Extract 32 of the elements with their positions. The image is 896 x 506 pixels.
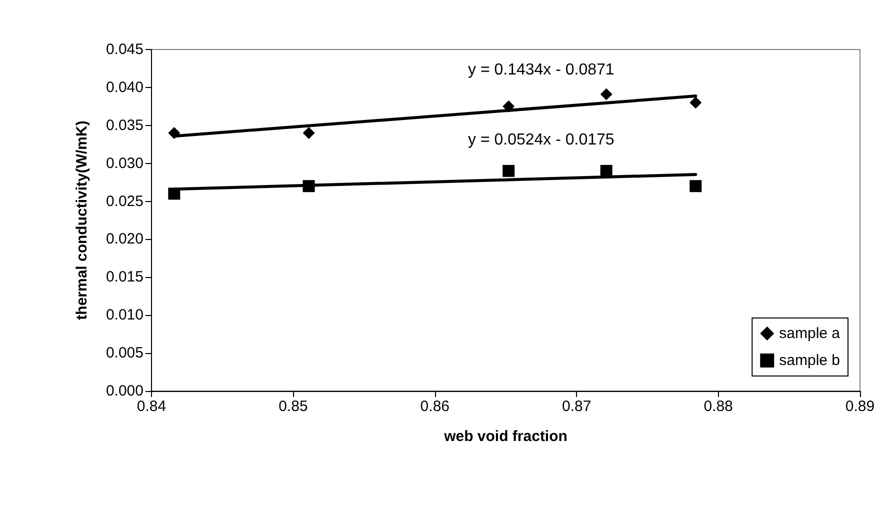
y-tick-label: 0.005 <box>106 344 144 362</box>
y-tick-label: 0.025 <box>106 192 144 210</box>
point <box>502 100 515 112</box>
y-tick-label: 0.035 <box>106 116 144 134</box>
x-tick-label: 0.87 <box>562 398 592 415</box>
point <box>600 88 612 100</box>
point <box>302 180 315 192</box>
point <box>600 164 612 177</box>
legend-label: sample a <box>779 325 841 342</box>
x-tick-label: 0.86 <box>420 398 450 415</box>
point <box>502 164 515 177</box>
y-tick-label: 0.020 <box>106 230 144 248</box>
y-tick-label: 0.045 <box>106 41 144 58</box>
annotation: y = 0.0524x - 0.0175 <box>468 132 614 148</box>
y-tick-label: 0.030 <box>106 154 144 172</box>
point <box>690 96 702 109</box>
y-tick-label: 0.015 <box>106 268 144 286</box>
y-axis-title: thermal conductivity(W/mK) <box>74 120 90 320</box>
y-tick-label: 0.000 <box>106 382 144 400</box>
point <box>168 188 180 200</box>
point <box>168 126 180 139</box>
x-axis-title: web void fraction <box>443 428 568 445</box>
x-tick-label: 0.89 <box>845 398 875 415</box>
point <box>302 126 315 139</box>
y-tick-label: 0.010 <box>106 306 144 324</box>
legend-label: sample b <box>779 352 840 369</box>
x-tick-label: 0.88 <box>704 398 733 415</box>
y-tick-label: 0.040 <box>106 78 144 96</box>
annotation: y = 0.1434x - 0.0871 <box>468 62 614 78</box>
point <box>690 180 702 192</box>
x-tick-label: 0.84 <box>136 398 166 415</box>
x-tick-label: 0.85 <box>278 398 308 415</box>
